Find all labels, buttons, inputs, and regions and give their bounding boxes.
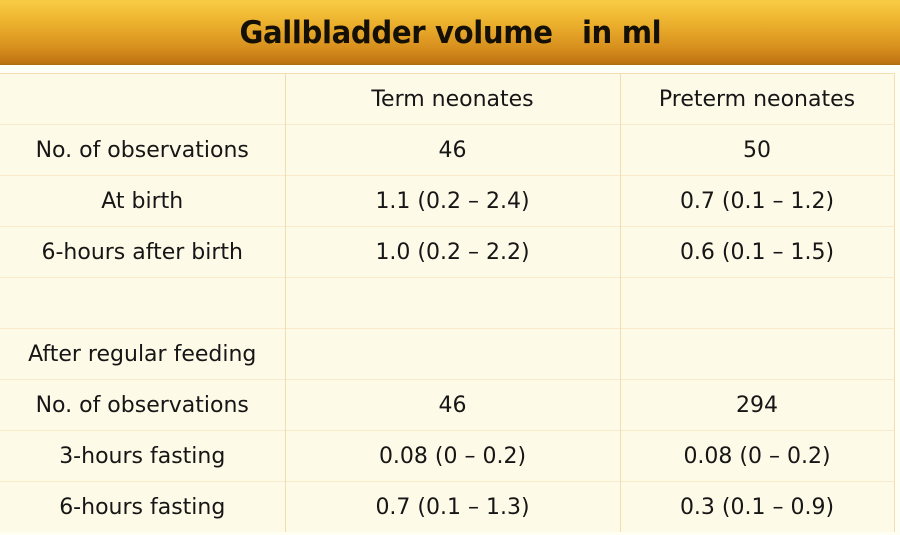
table-row: At birth 1.1 (0.2 – 2.4) 0.7 (0.1 – 1.2)	[0, 175, 894, 227]
row-label: No. of observations	[0, 379, 286, 431]
cell-term-value	[285, 277, 621, 329]
table-row: No. of observations 46 294	[0, 379, 894, 431]
cell-preterm-value: 0.7 (0.1 – 1.2)	[620, 175, 894, 227]
cell-preterm-value: 0.08 (0 – 0.2)	[620, 430, 894, 482]
table-row-empty	[0, 277, 894, 329]
cell-term-value: 0.08 (0 – 0.2)	[285, 430, 621, 482]
title-table-divider	[0, 67, 900, 73]
cell-preterm-value: 50	[620, 124, 894, 176]
row-label: At birth	[0, 175, 286, 227]
column-header-empty	[0, 73, 286, 125]
cell-term-value: 1.0 (0.2 – 2.2)	[285, 226, 621, 278]
table-header-row: Term neonates Preterm neonates	[0, 73, 894, 125]
row-label	[0, 277, 286, 329]
cell-term-value: 46	[285, 124, 621, 176]
cell-preterm-value: 0.3 (0.1 – 0.9)	[620, 481, 894, 532]
table-row-section: After regular feeding	[0, 328, 894, 380]
section-label: After regular feeding	[0, 328, 286, 380]
page-title: Gallbladder volume in ml	[239, 14, 661, 51]
column-header-preterm-neonates: Preterm neonates	[658, 86, 856, 112]
cell-preterm-value: 0.6 (0.1 – 1.5)	[620, 226, 894, 278]
table-row: No. of observations 46 50	[0, 124, 894, 176]
cell-term-value	[285, 328, 621, 380]
cell-preterm-value	[620, 277, 894, 329]
cell-term-value: 0.7 (0.1 – 1.3)	[285, 481, 621, 532]
row-label: No. of observations	[0, 124, 286, 176]
row-label: 6-hours fasting	[0, 481, 286, 532]
gallbladder-volume-table: Term neonates Preterm neonates No. of ob…	[0, 73, 895, 532]
row-label: 6-hours after birth	[0, 226, 286, 278]
cell-preterm-value: 294	[620, 379, 894, 431]
cell-preterm-value	[620, 328, 894, 380]
table-row: 3-hours fasting 0.08 (0 – 0.2) 0.08 (0 –…	[0, 430, 894, 482]
column-header-term-neonates: Term neonates	[285, 73, 621, 125]
cell-term-value: 46	[285, 379, 621, 431]
row-label: 3-hours fasting	[0, 430, 286, 482]
table-row: 6-hours after birth 1.0 (0.2 – 2.2) 0.6 …	[0, 226, 894, 278]
table-row: 6-hours fasting 0.7 (0.1 – 1.3) 0.3 (0.1…	[0, 481, 894, 532]
cell-term-value: 1.1 (0.2 – 2.4)	[285, 175, 621, 227]
title-bar: Gallbladder volume in ml	[0, 0, 900, 67]
